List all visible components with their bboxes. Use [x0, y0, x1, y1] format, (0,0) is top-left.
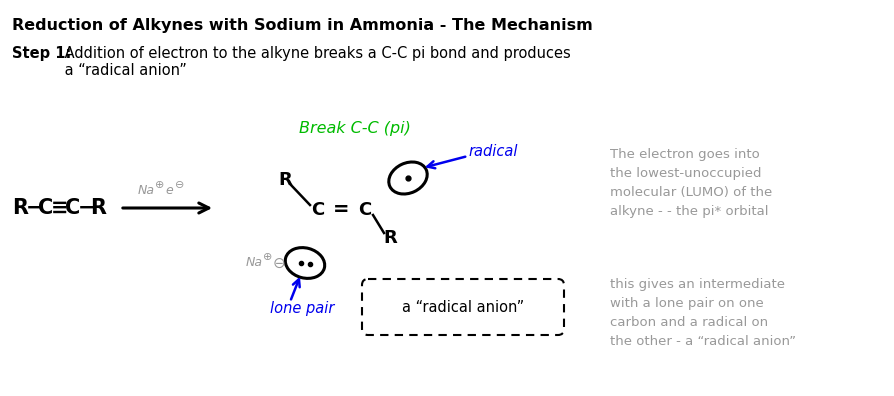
Text: R: R — [278, 171, 291, 189]
Text: C: C — [65, 198, 80, 218]
Text: ⊖: ⊖ — [175, 180, 184, 190]
Text: e: e — [165, 185, 173, 198]
Text: Na: Na — [246, 257, 263, 270]
Text: Reduction of Alkynes with Sodium in Ammonia - The Mechanism: Reduction of Alkynes with Sodium in Ammo… — [12, 18, 593, 33]
Text: Step 1:: Step 1: — [12, 46, 72, 61]
Text: −: − — [78, 198, 96, 218]
Text: ⊕: ⊕ — [263, 252, 273, 262]
Text: Na: Na — [138, 185, 155, 198]
Text: Break C-C (pi): Break C-C (pi) — [299, 120, 411, 135]
Text: ≡: ≡ — [51, 198, 69, 218]
Text: a “radical anion”: a “radical anion” — [402, 299, 524, 314]
Text: R: R — [384, 229, 397, 247]
Text: =: = — [333, 200, 350, 219]
Text: −: − — [26, 198, 44, 218]
Text: R: R — [90, 198, 106, 218]
Text: ⊖: ⊖ — [273, 255, 286, 270]
Text: The electron goes into
the lowest-unoccupied
molecular (LUMO) of the
alkyne - - : The electron goes into the lowest-unoccu… — [610, 148, 772, 218]
Text: R: R — [12, 198, 28, 218]
Text: C: C — [311, 201, 325, 219]
Text: Addition of electron to the alkyne breaks a C-C pi bond and produces
 a “radical: Addition of electron to the alkyne break… — [60, 46, 570, 78]
Text: ⊕: ⊕ — [155, 180, 164, 190]
Text: C: C — [358, 201, 372, 219]
Text: this gives an intermediate
with a lone pair on one
carbon and a radical on
the o: this gives an intermediate with a lone p… — [610, 278, 797, 348]
Text: C: C — [38, 198, 54, 218]
Text: radical: radical — [468, 145, 518, 160]
Text: lone pair: lone pair — [270, 301, 334, 316]
